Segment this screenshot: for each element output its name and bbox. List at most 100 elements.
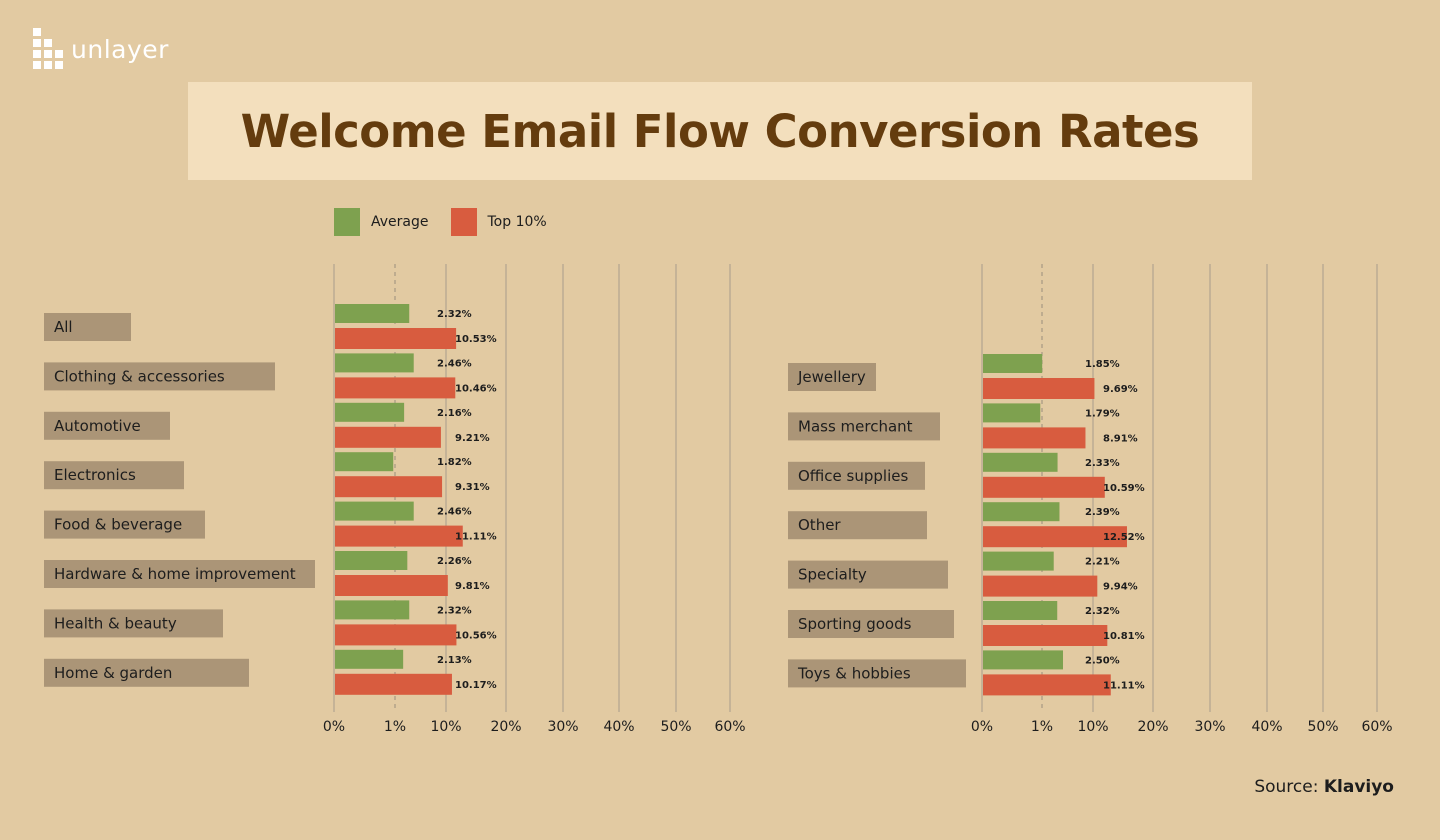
category-label: Toys & hobbies	[797, 664, 911, 682]
category-label-box	[44, 510, 205, 539]
bar-average	[335, 551, 408, 570]
bar-top10	[983, 427, 1086, 449]
data-label-average: 2.46%	[437, 358, 472, 369]
data-label-average: 2.39%	[1085, 507, 1120, 518]
bar-top10	[983, 625, 1108, 646]
x-tick-label: 60%	[714, 719, 745, 735]
bar-average	[983, 502, 1060, 522]
bar-average	[335, 402, 405, 422]
x-tick-label: 20%	[1137, 719, 1168, 735]
category-label-box	[788, 363, 876, 391]
category-label-box	[44, 658, 249, 687]
bar-top10	[335, 476, 443, 498]
category-label: Jewellery	[797, 368, 866, 386]
x-tick-label: 10%	[1077, 719, 1108, 735]
legend-label-average: Average	[371, 214, 429, 230]
category-label-box	[788, 610, 954, 638]
category-label-box	[44, 560, 315, 588]
data-label-top10: 10.59%	[1103, 483, 1145, 494]
legend-label-top10: Top 10%	[487, 214, 547, 230]
category-label-box	[788, 412, 940, 441]
legend-swatch-top10	[450, 208, 477, 236]
bar-top10	[983, 674, 1111, 696]
chart-title: Welcome Email Flow Conversion Rates	[240, 104, 1200, 158]
category-label: Food & beverage	[54, 516, 182, 534]
data-label-top10: 10.46%	[455, 383, 497, 394]
legend-swatch-average	[334, 208, 360, 236]
category-label: Other	[798, 516, 841, 534]
category-label: Mass merchant	[798, 417, 913, 435]
data-label-top10: 11.11%	[455, 532, 497, 543]
category-label: Sporting goods	[798, 615, 912, 633]
bar-top10	[983, 476, 1105, 498]
data-label-top10: 9.81%	[455, 581, 490, 592]
x-tick-label: 0%	[323, 719, 345, 735]
category-label-box	[44, 411, 170, 440]
bar-average	[983, 601, 1058, 620]
x-tick-label: 30%	[1194, 719, 1225, 735]
data-label-average: 2.13%	[437, 655, 472, 666]
x-tick-label: 1%	[384, 719, 406, 735]
data-label-average: 2.16%	[437, 408, 472, 419]
data-label-average: 2.32%	[437, 309, 472, 320]
bar-average	[983, 551, 1054, 571]
category-label-box	[44, 609, 223, 638]
x-tick-label: 30%	[547, 719, 578, 735]
data-label-top10: 9.94%	[1103, 582, 1138, 593]
legend-item-average: Average	[334, 208, 429, 236]
bar-top10	[335, 328, 457, 349]
data-label-top10: 8.91%	[1103, 433, 1138, 444]
bar-average	[335, 353, 414, 373]
data-label-top10: 10.17%	[455, 680, 497, 691]
data-label-average: 2.26%	[437, 556, 472, 567]
source-note: Source: Klaviyo	[1254, 777, 1394, 797]
category-label: Automotive	[54, 417, 141, 435]
data-label-top10: 12.52%	[1103, 532, 1145, 543]
title-band: Welcome Email Flow Conversion Rates	[188, 82, 1252, 180]
bar-average	[335, 600, 410, 620]
x-tick-label: 50%	[660, 719, 691, 735]
category-label: Electronics	[54, 466, 136, 484]
x-tick-label: 40%	[603, 719, 634, 735]
data-label-top10: 10.81%	[1103, 631, 1145, 642]
x-tick-label: 10%	[430, 719, 461, 735]
bar-top10	[335, 377, 456, 399]
data-label-average: 1.79%	[1085, 408, 1120, 419]
data-label-average: 2.50%	[1085, 655, 1120, 666]
category-label: Health & beauty	[54, 614, 177, 632]
x-tick-label: 0%	[971, 719, 993, 735]
data-label-average: 2.21%	[1085, 557, 1120, 568]
category-label-box	[788, 511, 927, 540]
bar-top10	[335, 575, 448, 596]
data-label-top10: 10.53%	[455, 334, 497, 345]
bar-average	[335, 452, 394, 472]
category-label: Specialty	[798, 566, 867, 584]
category-label-box	[788, 560, 948, 589]
bar-average	[335, 649, 404, 669]
data-label-top10: 9.21%	[455, 433, 490, 444]
x-tick-label: 40%	[1251, 719, 1282, 735]
chart-legend: Average Top 10%	[334, 208, 569, 236]
category-label-box	[44, 313, 131, 341]
x-tick-label: 50%	[1307, 719, 1338, 735]
bar-top10	[335, 525, 463, 547]
source-name: Klaviyo	[1323, 777, 1394, 797]
data-label-average: 2.32%	[437, 605, 472, 616]
brand-logo: unlayer	[33, 28, 169, 70]
bar-average	[983, 650, 1063, 670]
bar-average	[983, 354, 1043, 373]
data-label-top10: 11.11%	[1103, 680, 1145, 691]
bar-average	[335, 501, 414, 521]
legend-item-top10: Top 10%	[450, 208, 547, 236]
data-label-top10: 9.31%	[455, 482, 490, 493]
x-tick-label: 20%	[490, 719, 521, 735]
bar-top10	[335, 673, 452, 695]
bar-average	[983, 452, 1058, 472]
data-label-average: 1.85%	[1085, 359, 1120, 370]
bar-top10	[983, 378, 1095, 399]
category-label-box	[44, 362, 275, 391]
category-label-box	[788, 461, 925, 490]
category-label: All	[54, 318, 73, 336]
data-label-average: 2.46%	[437, 507, 472, 518]
